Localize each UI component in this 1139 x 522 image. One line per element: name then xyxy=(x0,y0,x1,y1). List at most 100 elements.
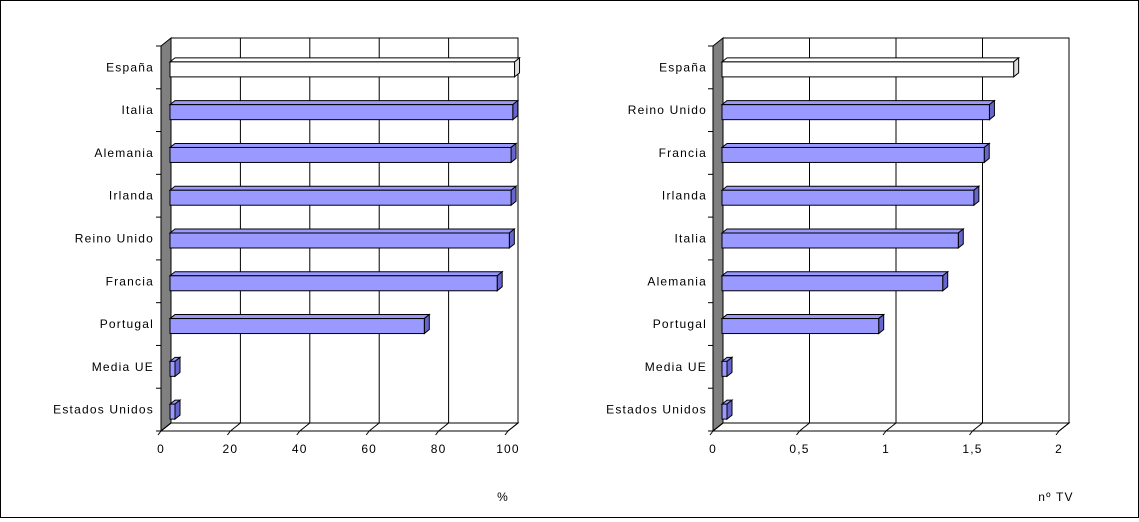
bar-front xyxy=(169,146,512,163)
category-label: Portugal xyxy=(100,317,154,331)
bar-front xyxy=(169,318,425,335)
category-label: Irlanda xyxy=(109,189,154,203)
x-tick-mark xyxy=(435,430,440,436)
x-tick-label: 0,5 xyxy=(789,442,809,456)
bar-side xyxy=(510,185,517,207)
bar-side xyxy=(726,356,733,378)
bar xyxy=(168,399,182,421)
x-tick-mark xyxy=(709,430,714,436)
bar xyxy=(720,142,991,164)
bar xyxy=(168,270,504,292)
bar-side xyxy=(174,399,181,421)
bar-top xyxy=(168,142,518,148)
bar-front xyxy=(721,189,975,206)
bar-side xyxy=(512,99,519,121)
x-tick-mark xyxy=(365,430,370,436)
bar-top xyxy=(168,228,516,234)
x-axis-label: nº TV xyxy=(1038,490,1074,504)
x-tick-mark xyxy=(296,430,301,436)
bar-front xyxy=(169,360,176,377)
bar xyxy=(720,185,981,207)
bar-top xyxy=(168,57,521,63)
bar-side xyxy=(508,227,515,250)
gridline-floor xyxy=(507,422,519,432)
category-label: Estados Unidos xyxy=(53,403,154,417)
bar-front xyxy=(721,275,944,292)
bar-side xyxy=(514,56,521,78)
bar-side xyxy=(1013,56,1020,78)
category-label: Reino Unido xyxy=(75,232,154,246)
bar xyxy=(168,356,182,378)
gridline-floor xyxy=(1058,422,1070,432)
bar-front xyxy=(721,61,1015,78)
gridline-floor xyxy=(160,422,172,432)
category-label: Francia xyxy=(659,146,707,160)
bar-top xyxy=(168,314,431,320)
x-tick-mark xyxy=(504,430,509,436)
gridline-floor xyxy=(799,422,810,432)
plot-floor xyxy=(159,422,520,432)
bar xyxy=(720,313,886,335)
category-label: Portugal xyxy=(653,317,707,331)
bar-side xyxy=(973,185,980,207)
bar-front xyxy=(169,189,512,206)
chart-penetration-percent: 0 20 40 60 80 100 España Italia Alemania Irlanda R… xyxy=(53,36,521,504)
bar-front xyxy=(721,104,990,121)
x-tick-mark xyxy=(796,430,800,436)
x-tick-mark xyxy=(226,430,231,436)
bar-top xyxy=(720,228,965,234)
bar-side xyxy=(423,313,430,335)
bar xyxy=(720,356,734,378)
bar-front xyxy=(169,61,516,78)
bar xyxy=(720,270,950,292)
bar-top xyxy=(720,142,991,148)
bar xyxy=(168,185,518,207)
bar xyxy=(720,99,996,121)
bar xyxy=(168,99,520,121)
x-tick-label: 80 xyxy=(431,442,447,456)
category-label: Irlanda xyxy=(662,189,707,203)
bar-front xyxy=(721,403,728,420)
x-tick-label: 0 xyxy=(709,442,717,456)
category-label: Media UE xyxy=(92,360,154,374)
bar-top xyxy=(720,271,950,277)
bar-top xyxy=(168,100,520,106)
bar-side xyxy=(510,142,517,164)
gridline-floor xyxy=(299,422,311,432)
x-tick-mark xyxy=(969,430,973,436)
bar-side xyxy=(957,227,964,250)
bar-side xyxy=(726,399,733,421)
category-label: España xyxy=(106,60,154,74)
x-tick-mark xyxy=(157,430,162,436)
bar xyxy=(720,227,965,250)
x-axis-label: % xyxy=(497,490,509,504)
x-tick-label: 40 xyxy=(292,442,308,456)
bar-side xyxy=(942,270,949,292)
bar xyxy=(168,227,516,250)
gridline-floor xyxy=(972,422,983,432)
bar-front xyxy=(169,403,176,420)
category-label: Francia xyxy=(106,274,154,288)
bar xyxy=(720,399,734,421)
bar-side xyxy=(983,142,990,164)
x-tick-label: 1 xyxy=(882,442,890,456)
bar-top xyxy=(720,100,996,106)
x-tick-label: 1,5 xyxy=(962,442,982,456)
bar xyxy=(168,313,431,335)
category-label: Alemania xyxy=(94,146,154,160)
category-label: Estados Unidos xyxy=(606,403,707,417)
x-tick-mark xyxy=(1055,430,1060,436)
bar-top xyxy=(168,185,518,191)
bar-side xyxy=(496,270,503,292)
bar-front xyxy=(721,146,985,163)
gridline-floor xyxy=(885,422,897,432)
x-tick-mark xyxy=(882,430,887,436)
bar xyxy=(720,56,1021,78)
bar-front xyxy=(169,104,514,121)
x-tick-label: 20 xyxy=(223,442,239,456)
bar-front xyxy=(721,360,728,377)
chart-tv-per-household: 0 0,5 1 1,5 2 España Reino Unido Francia Irlanda… xyxy=(606,36,1074,504)
category-label: Alemania xyxy=(647,274,707,288)
